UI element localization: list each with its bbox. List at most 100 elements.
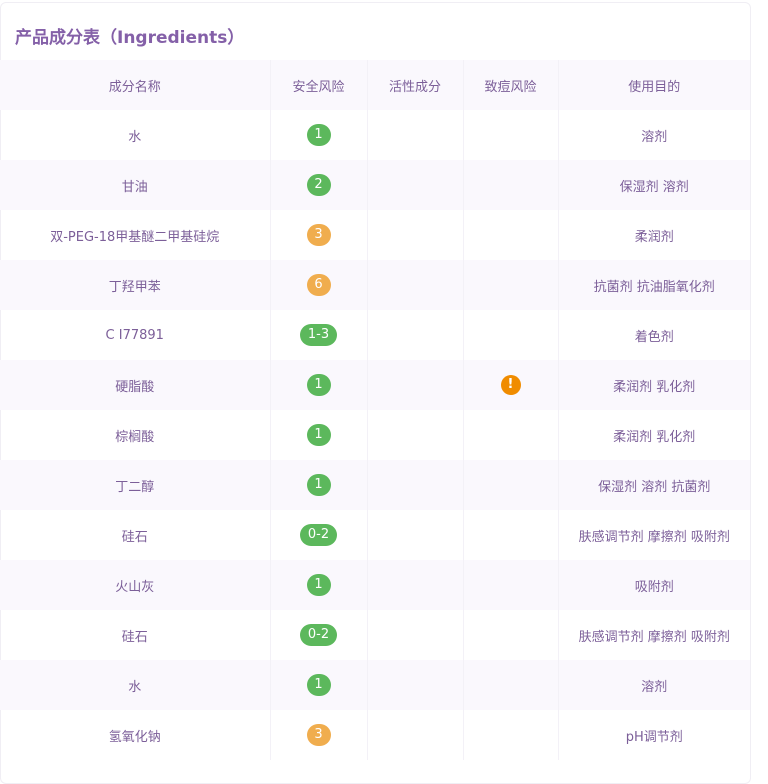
- safety-risk-cell: 1: [270, 460, 368, 510]
- safety-risk-cell: 3: [270, 210, 368, 260]
- purpose-cell: 吸附剂: [558, 560, 750, 610]
- risk-badge: 1: [306, 474, 331, 496]
- acne-risk-cell: [463, 660, 559, 710]
- ingredient-name[interactable]: 甘油: [0, 160, 271, 210]
- ingredient-name[interactable]: 硬脂酸: [0, 360, 271, 410]
- ingredient-name[interactable]: 水: [0, 110, 271, 160]
- table-header: 成分名称 安全风险 活性成分 致痘风险 使用目的: [0, 60, 750, 110]
- risk-badge: 3: [306, 724, 331, 746]
- active-cell: [367, 210, 464, 260]
- safety-risk-cell: 1-3: [270, 310, 368, 360]
- ingredient-name[interactable]: 双-PEG-18甲基醚二甲基硅烷: [0, 210, 271, 260]
- table-row: 硬脂酸 1! 柔润剂 乳化剂: [0, 360, 750, 410]
- safety-risk-cell: 0-2: [270, 610, 368, 660]
- risk-badge: 2: [306, 174, 331, 196]
- risk-badge: 1: [306, 374, 331, 396]
- risk-badge: 1: [306, 424, 331, 446]
- active-cell: [367, 360, 464, 410]
- active-cell: [367, 160, 464, 210]
- warning-icon: !: [500, 375, 521, 395]
- table-row: 丁二醇 1 保湿剂 溶剂 抗菌剂: [0, 460, 750, 510]
- safety-risk-cell: 1: [270, 660, 368, 710]
- table-row: 硅石 0-2 肤感调节剂 摩擦剂 吸附剂: [0, 610, 750, 660]
- ingredient-name[interactable]: 丁羟甲苯: [0, 260, 271, 310]
- safety-risk-cell: 6: [270, 260, 368, 310]
- active-cell: [367, 460, 464, 510]
- table-row: 水 1 溶剂: [0, 110, 750, 160]
- table-row: 水 1 溶剂: [0, 660, 750, 710]
- active-cell: [367, 410, 464, 460]
- table-row: 双-PEG-18甲基醚二甲基硅烷 3 柔润剂: [0, 210, 750, 260]
- ingredient-name[interactable]: 硅石: [0, 610, 271, 660]
- table-row: 硅石 0-2 肤感调节剂 摩擦剂 吸附剂: [0, 510, 750, 560]
- ingredient-name[interactable]: 氢氧化钠: [0, 710, 271, 760]
- risk-badge: 0-2: [299, 624, 338, 646]
- header-purpose: 使用目的: [558, 60, 750, 110]
- acne-risk-cell: [463, 310, 559, 360]
- acne-risk-cell: [463, 510, 559, 560]
- purpose-cell: 柔润剂 乳化剂: [613, 429, 696, 445]
- risk-badge: 1: [306, 574, 331, 596]
- header-safety-risk: 安全风险: [270, 60, 368, 110]
- safety-risk-cell: 1: [270, 360, 368, 410]
- purpose-cell: 保湿剂 溶剂: [558, 160, 750, 210]
- active-cell: [367, 110, 464, 160]
- active-cell: [367, 260, 464, 310]
- acne-risk-cell: [463, 160, 559, 210]
- risk-badge: 0-2: [299, 524, 338, 546]
- risk-badge: 6: [306, 274, 331, 296]
- ingredient-name[interactable]: C I77891: [0, 310, 271, 360]
- acne-risk-cell: [463, 410, 559, 460]
- purpose-cell: 柔润剂: [634, 229, 674, 245]
- ingredient-name[interactable]: 硅石: [0, 510, 271, 560]
- ingredient-name[interactable]: 水: [0, 660, 271, 710]
- safety-risk-cell: 2: [270, 160, 368, 210]
- active-cell: [367, 560, 464, 610]
- ingredients-table: 成分名称 安全风险 活性成分 致痘风险 使用目的 水 1 溶剂 甘油 2 保湿剂 溶剂 双-…: [0, 60, 750, 760]
- table-row: C I77891 1-3 着色剂: [0, 310, 750, 360]
- active-cell: [367, 710, 464, 760]
- risk-badge: 3: [306, 224, 331, 246]
- acne-risk-cell: [463, 460, 559, 510]
- safety-risk-cell: 0-2: [270, 510, 368, 560]
- risk-badge: 1: [306, 124, 331, 146]
- active-cell: [367, 610, 464, 660]
- purpose-cell: 溶剂: [558, 660, 750, 710]
- header-active: 活性成分: [367, 60, 464, 110]
- risk-badge: 1: [306, 674, 331, 696]
- acne-risk-cell: [463, 710, 559, 760]
- acne-risk-cell: [463, 610, 559, 660]
- table-row: 氢氧化钠 3 pH调节剂: [0, 710, 750, 760]
- header-acne-risk: 致痘风险: [463, 60, 559, 110]
- table-row: 甘油 2 保湿剂 溶剂: [0, 160, 750, 210]
- purpose-cell: 保湿剂 溶剂 抗菌剂: [558, 460, 750, 510]
- purpose-cell: pH调节剂: [625, 729, 683, 745]
- acne-risk-cell: [463, 110, 559, 160]
- ingredient-name[interactable]: 火山灰: [0, 560, 271, 610]
- acne-risk-cell: [463, 210, 559, 260]
- risk-badge: 1-3: [299, 324, 338, 346]
- ingredient-name[interactable]: 棕榈酸: [0, 410, 271, 460]
- purpose-cell: 抗菌剂 抗油脂氧化剂: [558, 260, 750, 310]
- ingredient-name[interactable]: 丁二醇: [0, 460, 271, 510]
- active-cell: [367, 660, 464, 710]
- table-row: 丁羟甲苯 6 抗菌剂 抗油脂氧化剂: [0, 260, 750, 310]
- active-cell: [367, 310, 464, 360]
- purpose-cell: 肤感调节剂 摩擦剂 吸附剂: [578, 529, 730, 545]
- purpose-cell: 着色剂: [634, 329, 674, 345]
- purpose-cell: 肤感调节剂 摩擦剂 吸附剂: [578, 629, 730, 645]
- safety-risk-cell: 1: [270, 560, 368, 610]
- table-row: 棕榈酸 1 柔润剂 乳化剂: [0, 410, 750, 460]
- safety-risk-cell: 1: [270, 410, 368, 460]
- active-cell: [367, 510, 464, 560]
- table-row: 火山灰 1 吸附剂: [0, 560, 750, 610]
- safety-risk-cell: 1: [270, 110, 368, 160]
- purpose-cell: 柔润剂 乳化剂: [558, 360, 750, 410]
- acne-risk-cell: [463, 260, 559, 310]
- acne-risk-cell: [463, 560, 559, 610]
- acne-risk-cell: !: [463, 360, 559, 410]
- safety-risk-cell: 3: [270, 710, 368, 760]
- page-title: 产品成分表（Ingredients）: [15, 28, 245, 48]
- purpose-cell: 溶剂: [641, 129, 668, 145]
- header-name: 成分名称: [0, 60, 271, 110]
